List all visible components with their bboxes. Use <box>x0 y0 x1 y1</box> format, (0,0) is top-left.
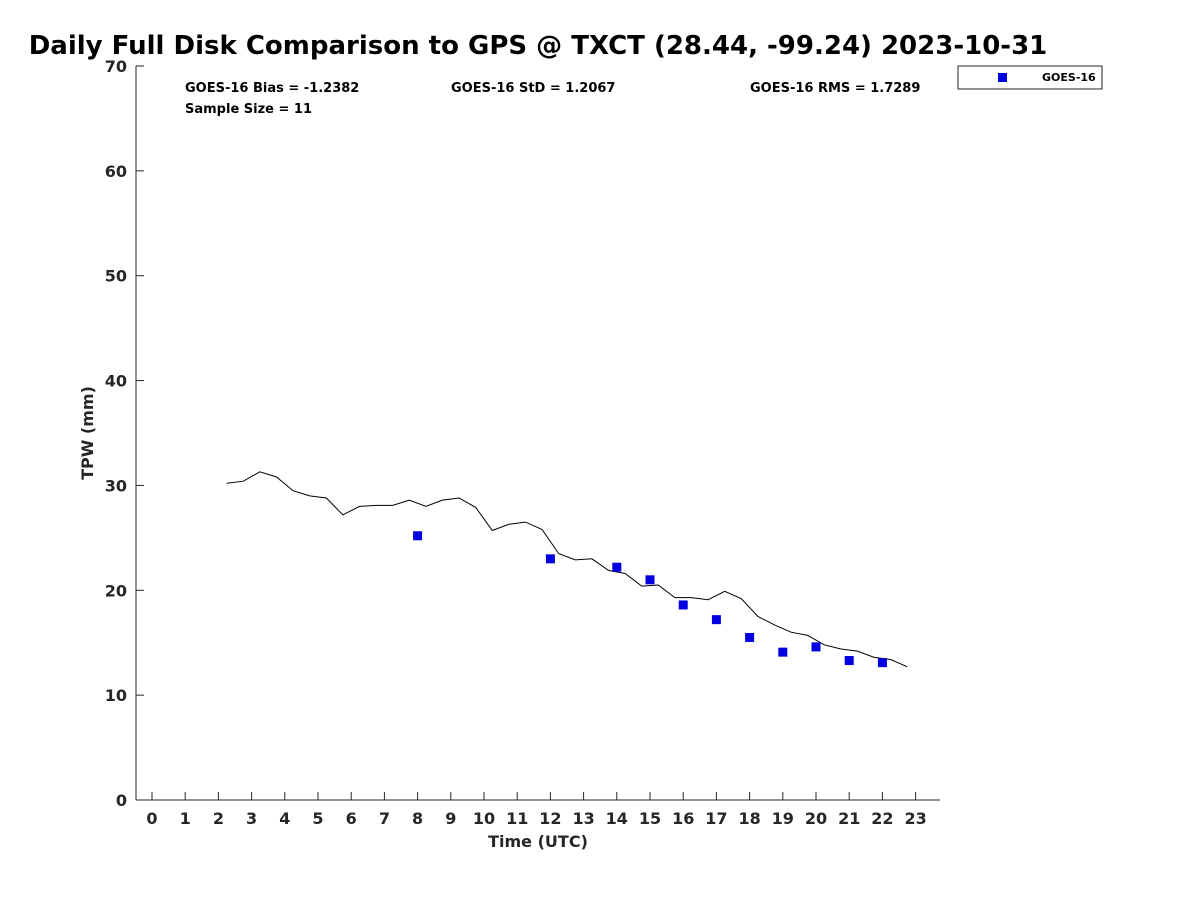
goes-16-point <box>877 658 887 668</box>
std-stat: GOES-16 StD = 1.2067 <box>451 81 615 96</box>
x-tick-label: 13 <box>572 809 594 828</box>
goes-16-point <box>645 575 655 585</box>
y-ticks: 0 10 20 30 40 50 60 70 <box>105 57 144 810</box>
x-ticks: 0 1 2 3 4 5 6 7 8 9 10 11 12 13 14 15 16 17 18 19 20 21 22 23 <box>146 792 927 828</box>
y-tick-label: 40 <box>105 372 127 391</box>
x-tick-label: 15 <box>639 809 661 828</box>
goes-16-point <box>811 642 821 652</box>
x-tick-label: 17 <box>705 809 727 828</box>
goes-16-point <box>745 632 755 642</box>
y-axis-label: TPW (mm) <box>78 386 97 480</box>
goes-16-point <box>778 647 788 657</box>
legend-marker-goes-16 <box>998 73 1007 82</box>
x-tick-label: 23 <box>904 809 926 828</box>
gps-series-line <box>226 471 908 668</box>
x-tick-label: 5 <box>312 809 323 828</box>
bias-stat: GOES-16 Bias = -1.2382 <box>185 81 359 96</box>
goes-16-point <box>711 615 721 625</box>
x-tick-label: 14 <box>606 809 628 828</box>
x-tick-label: 7 <box>379 809 390 828</box>
y-tick-label: 50 <box>105 267 127 286</box>
x-tick-label: 10 <box>473 809 495 828</box>
sample-size-stat: Sample Size = 11 <box>185 102 312 117</box>
goes-16-point <box>612 562 622 572</box>
y-tick-label: 30 <box>105 476 127 495</box>
x-tick-label: 0 <box>146 809 157 828</box>
x-tick-label: 2 <box>213 809 224 828</box>
x-tick-label: 1 <box>180 809 191 828</box>
x-tick-label: 11 <box>506 809 528 828</box>
x-tick-label: 22 <box>871 809 893 828</box>
x-tick-label: 9 <box>445 809 456 828</box>
plot-area <box>135 66 940 801</box>
goes-16-point <box>678 600 688 610</box>
x-tick-label: 20 <box>805 809 827 828</box>
y-tick-label: 60 <box>105 162 127 181</box>
goes-16-point <box>844 656 854 666</box>
x-tick-label: 4 <box>279 809 290 828</box>
chart-title: Daily Full Disk Comparison to GPS @ TXCT… <box>29 31 1048 61</box>
x-axis-label: Time (UTC) <box>488 832 588 851</box>
x-tick-label: 6 <box>346 809 357 828</box>
goes-16-points <box>413 531 887 668</box>
x-tick-label: 19 <box>772 809 794 828</box>
goes-16-point <box>413 531 423 541</box>
y-tick-label: 10 <box>105 686 127 705</box>
legend-label-goes-16: GOES-16 <box>1042 71 1096 84</box>
x-tick-label: 21 <box>838 809 860 828</box>
goes-16-point <box>545 554 555 564</box>
legend-box <box>957 65 1103 90</box>
legend: GOES-16 <box>957 65 1103 90</box>
y-tick-label: 20 <box>105 581 127 600</box>
y-tick-label: 70 <box>105 57 127 76</box>
x-tick-label: 3 <box>246 809 257 828</box>
y-tick-label: 0 <box>116 791 127 810</box>
rms-stat: GOES-16 RMS = 1.7289 <box>750 81 920 96</box>
x-tick-label: 8 <box>412 809 423 828</box>
x-tick-label: 18 <box>738 809 760 828</box>
x-tick-label: 16 <box>672 809 694 828</box>
x-tick-label: 12 <box>539 809 561 828</box>
